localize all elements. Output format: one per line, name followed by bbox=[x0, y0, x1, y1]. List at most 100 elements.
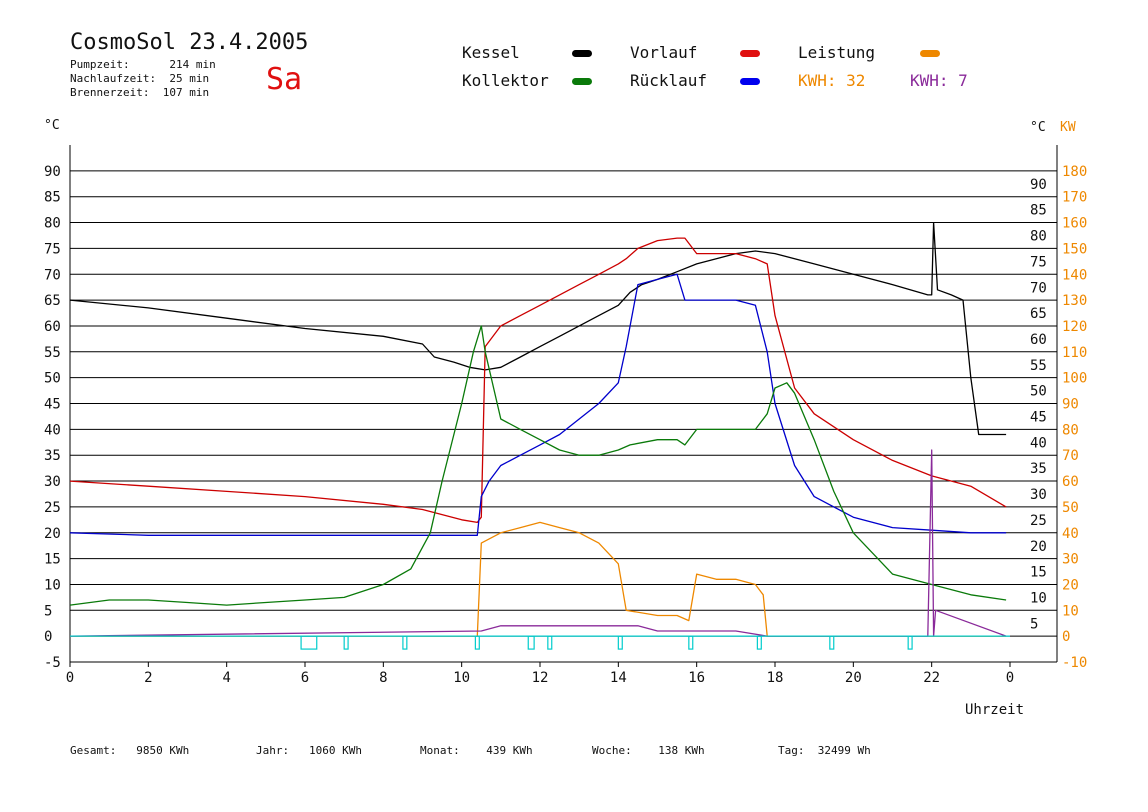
y-tick-right-power: 150 bbox=[1062, 241, 1087, 257]
y-tick-left: 65 bbox=[44, 293, 61, 309]
y-tick-right-temp: 75 bbox=[1030, 254, 1047, 270]
x-tick-label: 4 bbox=[222, 670, 230, 686]
y-tick-left: 50 bbox=[44, 371, 61, 387]
right-unit-temp-label: °C bbox=[1030, 120, 1046, 135]
left-unit-label: °C bbox=[44, 118, 60, 133]
y-tick-right-temp: 45 bbox=[1030, 410, 1047, 426]
x-tick-label: 2 bbox=[144, 670, 152, 686]
legend-kessel-swatch bbox=[572, 50, 592, 57]
y-tick-right-power: 40 bbox=[1062, 526, 1079, 542]
pump-pulse bbox=[907, 635, 913, 650]
y-tick-right-power: 130 bbox=[1062, 293, 1087, 309]
brennerzeit-label: Brennerzeit: 107 min bbox=[70, 86, 210, 99]
y-tick-right-power: 60 bbox=[1062, 474, 1079, 490]
x-axis-label: Uhrzeit bbox=[965, 702, 1025, 718]
series-line-r-cklauf bbox=[69, 273, 1007, 536]
y-tick-left: 15 bbox=[44, 552, 61, 568]
y-tick-right-power: 170 bbox=[1062, 190, 1087, 206]
x-tick-label: 6 bbox=[301, 670, 309, 686]
y-tick-left: 90 bbox=[44, 164, 61, 180]
x-tick-label: 10 bbox=[453, 670, 470, 686]
footer-tag: Tag: 32499 Wh bbox=[778, 744, 871, 757]
footer-woche: Woche: 138 KWh bbox=[592, 744, 705, 757]
series-line-kollektor bbox=[69, 325, 1007, 606]
y-tick-right-temp: 65 bbox=[1030, 306, 1047, 322]
y-tick-left: 10 bbox=[44, 577, 61, 593]
y-tick-right-power: 0 bbox=[1062, 629, 1070, 645]
y-tick-right-temp: 20 bbox=[1030, 539, 1047, 555]
pumpzeit-label: Pumpzeit: 214 min bbox=[70, 58, 216, 71]
series-line-kwh-7 bbox=[69, 449, 1007, 637]
legend-kollektor-swatch bbox=[572, 78, 592, 85]
chart-title: CosmoSol 23.4.2005 bbox=[70, 30, 309, 55]
pump-pulse bbox=[617, 635, 623, 650]
y-tick-right-temp: 80 bbox=[1030, 229, 1047, 245]
y-tick-left: 60 bbox=[44, 319, 61, 335]
legend-leistung: Leistung bbox=[798, 43, 876, 62]
right-unit-power-label: KW bbox=[1060, 120, 1076, 135]
y-tick-right-power: 100 bbox=[1062, 371, 1087, 387]
y-tick-right-temp: 55 bbox=[1030, 358, 1047, 374]
y-tick-right-temp: 10 bbox=[1030, 590, 1047, 606]
y-tick-right-power: 30 bbox=[1062, 552, 1079, 568]
y-tick-right-power: 110 bbox=[1062, 345, 1087, 361]
y-tick-right-temp: 90 bbox=[1030, 177, 1047, 193]
x-tick-label: 22 bbox=[923, 670, 940, 686]
y-tick-right-power: 20 bbox=[1062, 577, 1079, 593]
x-tick-label: 12 bbox=[532, 670, 549, 686]
x-tick-label: 14 bbox=[610, 670, 627, 686]
y-tick-right-temp: 85 bbox=[1030, 203, 1047, 219]
y-tick-right-power: 120 bbox=[1062, 319, 1087, 335]
y-tick-right-power: 160 bbox=[1062, 216, 1087, 232]
legend-kessel: Kessel bbox=[462, 43, 520, 62]
legend-leistung-swatch bbox=[920, 50, 940, 57]
y-tick-left: 0 bbox=[44, 629, 52, 645]
y-tick-right-temp: 25 bbox=[1030, 513, 1047, 529]
series-line-vorlauf bbox=[69, 237, 1007, 524]
y-tick-left: 70 bbox=[44, 267, 61, 283]
legend-kwh-solar: KWH: 32 bbox=[798, 71, 866, 90]
legend-ruecklauf: Rücklauf bbox=[630, 71, 708, 90]
y-tick-left: 85 bbox=[44, 190, 61, 206]
x-tick-label: 0 bbox=[66, 670, 74, 686]
y-tick-left: 55 bbox=[44, 345, 61, 361]
pump-pulse bbox=[829, 635, 835, 650]
footer-jahr: Jahr: 1060 KWh bbox=[256, 744, 362, 757]
y-tick-left: 20 bbox=[44, 526, 61, 542]
y-tick-left: 75 bbox=[44, 241, 61, 257]
y-tick-right-power: 140 bbox=[1062, 267, 1087, 283]
x-tick-label: 20 bbox=[845, 670, 862, 686]
y-tick-right-power: 80 bbox=[1062, 422, 1079, 438]
pump-pulse bbox=[300, 635, 318, 650]
x-tick-label: 18 bbox=[767, 670, 784, 686]
legend-ruecklauf-swatch bbox=[740, 78, 760, 85]
y-tick-left: 40 bbox=[44, 422, 61, 438]
x-tick-label: 16 bbox=[688, 670, 705, 686]
nachlaufzeit-label: Nachlaufzeit: 25 min bbox=[70, 72, 210, 85]
y-tick-right-power: 10 bbox=[1062, 603, 1079, 619]
y-tick-left: 80 bbox=[44, 216, 61, 232]
footer-gesamt: Gesamt: 9850 KWh bbox=[70, 744, 190, 757]
pump-pulse bbox=[547, 635, 553, 650]
legend-kwh-burner: KWH: 7 bbox=[910, 71, 968, 90]
y-tick-right-power: -10 bbox=[1062, 655, 1087, 671]
y-tick-left: 45 bbox=[44, 397, 61, 413]
y-tick-left: 30 bbox=[44, 474, 61, 490]
legend-vorlauf-swatch bbox=[740, 50, 760, 57]
legend-kollektor: Kollektor bbox=[462, 71, 549, 90]
y-tick-right-power: 70 bbox=[1062, 448, 1079, 464]
y-tick-right-temp: 15 bbox=[1030, 565, 1047, 581]
y-tick-right-temp: 30 bbox=[1030, 487, 1047, 503]
pump-pulse bbox=[756, 635, 762, 650]
y-tick-left: 25 bbox=[44, 500, 61, 516]
y-tick-right-temp: 40 bbox=[1030, 435, 1047, 451]
pump-pulse bbox=[474, 635, 480, 650]
pump-pulse bbox=[402, 635, 408, 650]
series-line-leistung bbox=[70, 521, 1007, 637]
y-tick-right-temp: 5 bbox=[1030, 616, 1038, 632]
y-tick-right-power: 90 bbox=[1062, 397, 1079, 413]
pump-pulse bbox=[527, 635, 535, 650]
y-tick-right-power: 50 bbox=[1062, 500, 1079, 516]
y-tick-right-temp: 60 bbox=[1030, 332, 1047, 348]
